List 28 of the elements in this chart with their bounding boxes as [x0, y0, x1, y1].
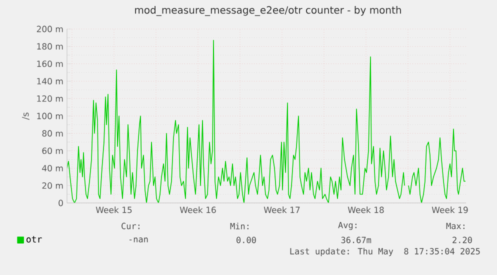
text: Avg: [338, 222, 356, 230]
y-tick-label: 180 m [37, 43, 63, 50]
y-tick-label: 60 m [42, 148, 63, 154]
chart-title: mod_measure_message_e2ee/otr counter - by month [135, 6, 401, 16]
y-tick-label: 200 m [36, 26, 63, 32]
text: 0.00 [236, 236, 256, 244]
text: Max: [446, 222, 464, 230]
text: -nan [129, 238, 148, 242]
y-tick-label: 140 m [37, 78, 63, 84]
y-tick-label: 0 [58, 200, 63, 206]
y-tick-label: 20 m [42, 182, 63, 189]
x-tick-label: Week 15 [96, 206, 132, 214]
text: 36.67m [341, 236, 372, 244]
x-tick-label: Week 17 [264, 206, 300, 214]
y-tick-label: 100 m [37, 112, 63, 120]
y-tick-label: 120 m [37, 95, 63, 102]
text: Last update: Thu May 8 17:35:04 2025 [290, 248, 480, 256]
x-tick-label: Week 18 [348, 206, 384, 214]
legend-label: otr [26, 236, 42, 243]
x-tick-label: Week 19 [432, 206, 468, 214]
text: Cur: [122, 222, 140, 230]
y-tick-label: 40 m [42, 164, 63, 172]
y-axis-title: /s [22, 112, 30, 120]
text: Min: [230, 222, 248, 230]
y-tick-label: 160 m [37, 60, 63, 68]
text: 2.20 [452, 236, 472, 244]
x-tick-label: Week 16 [180, 206, 216, 214]
y-tick-label: 80 m [42, 130, 63, 137]
